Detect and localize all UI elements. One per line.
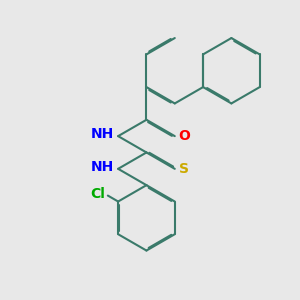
Text: S: S	[179, 162, 189, 176]
Text: Cl: Cl	[90, 187, 105, 201]
Text: NH: NH	[91, 127, 114, 141]
Text: O: O	[179, 129, 190, 143]
Text: NH: NH	[91, 160, 114, 174]
